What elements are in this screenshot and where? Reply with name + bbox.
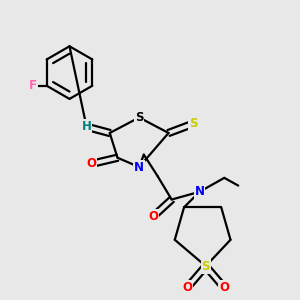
Text: O: O xyxy=(148,210,158,223)
Text: O: O xyxy=(219,281,229,294)
Text: S: S xyxy=(202,260,210,273)
Text: S: S xyxy=(135,111,143,124)
Text: F: F xyxy=(29,79,37,92)
Text: O: O xyxy=(182,281,192,294)
Text: N: N xyxy=(134,160,144,173)
Text: H: H xyxy=(82,120,92,133)
Text: S: S xyxy=(189,117,198,130)
Text: O: O xyxy=(86,158,96,170)
Text: N: N xyxy=(194,185,205,198)
